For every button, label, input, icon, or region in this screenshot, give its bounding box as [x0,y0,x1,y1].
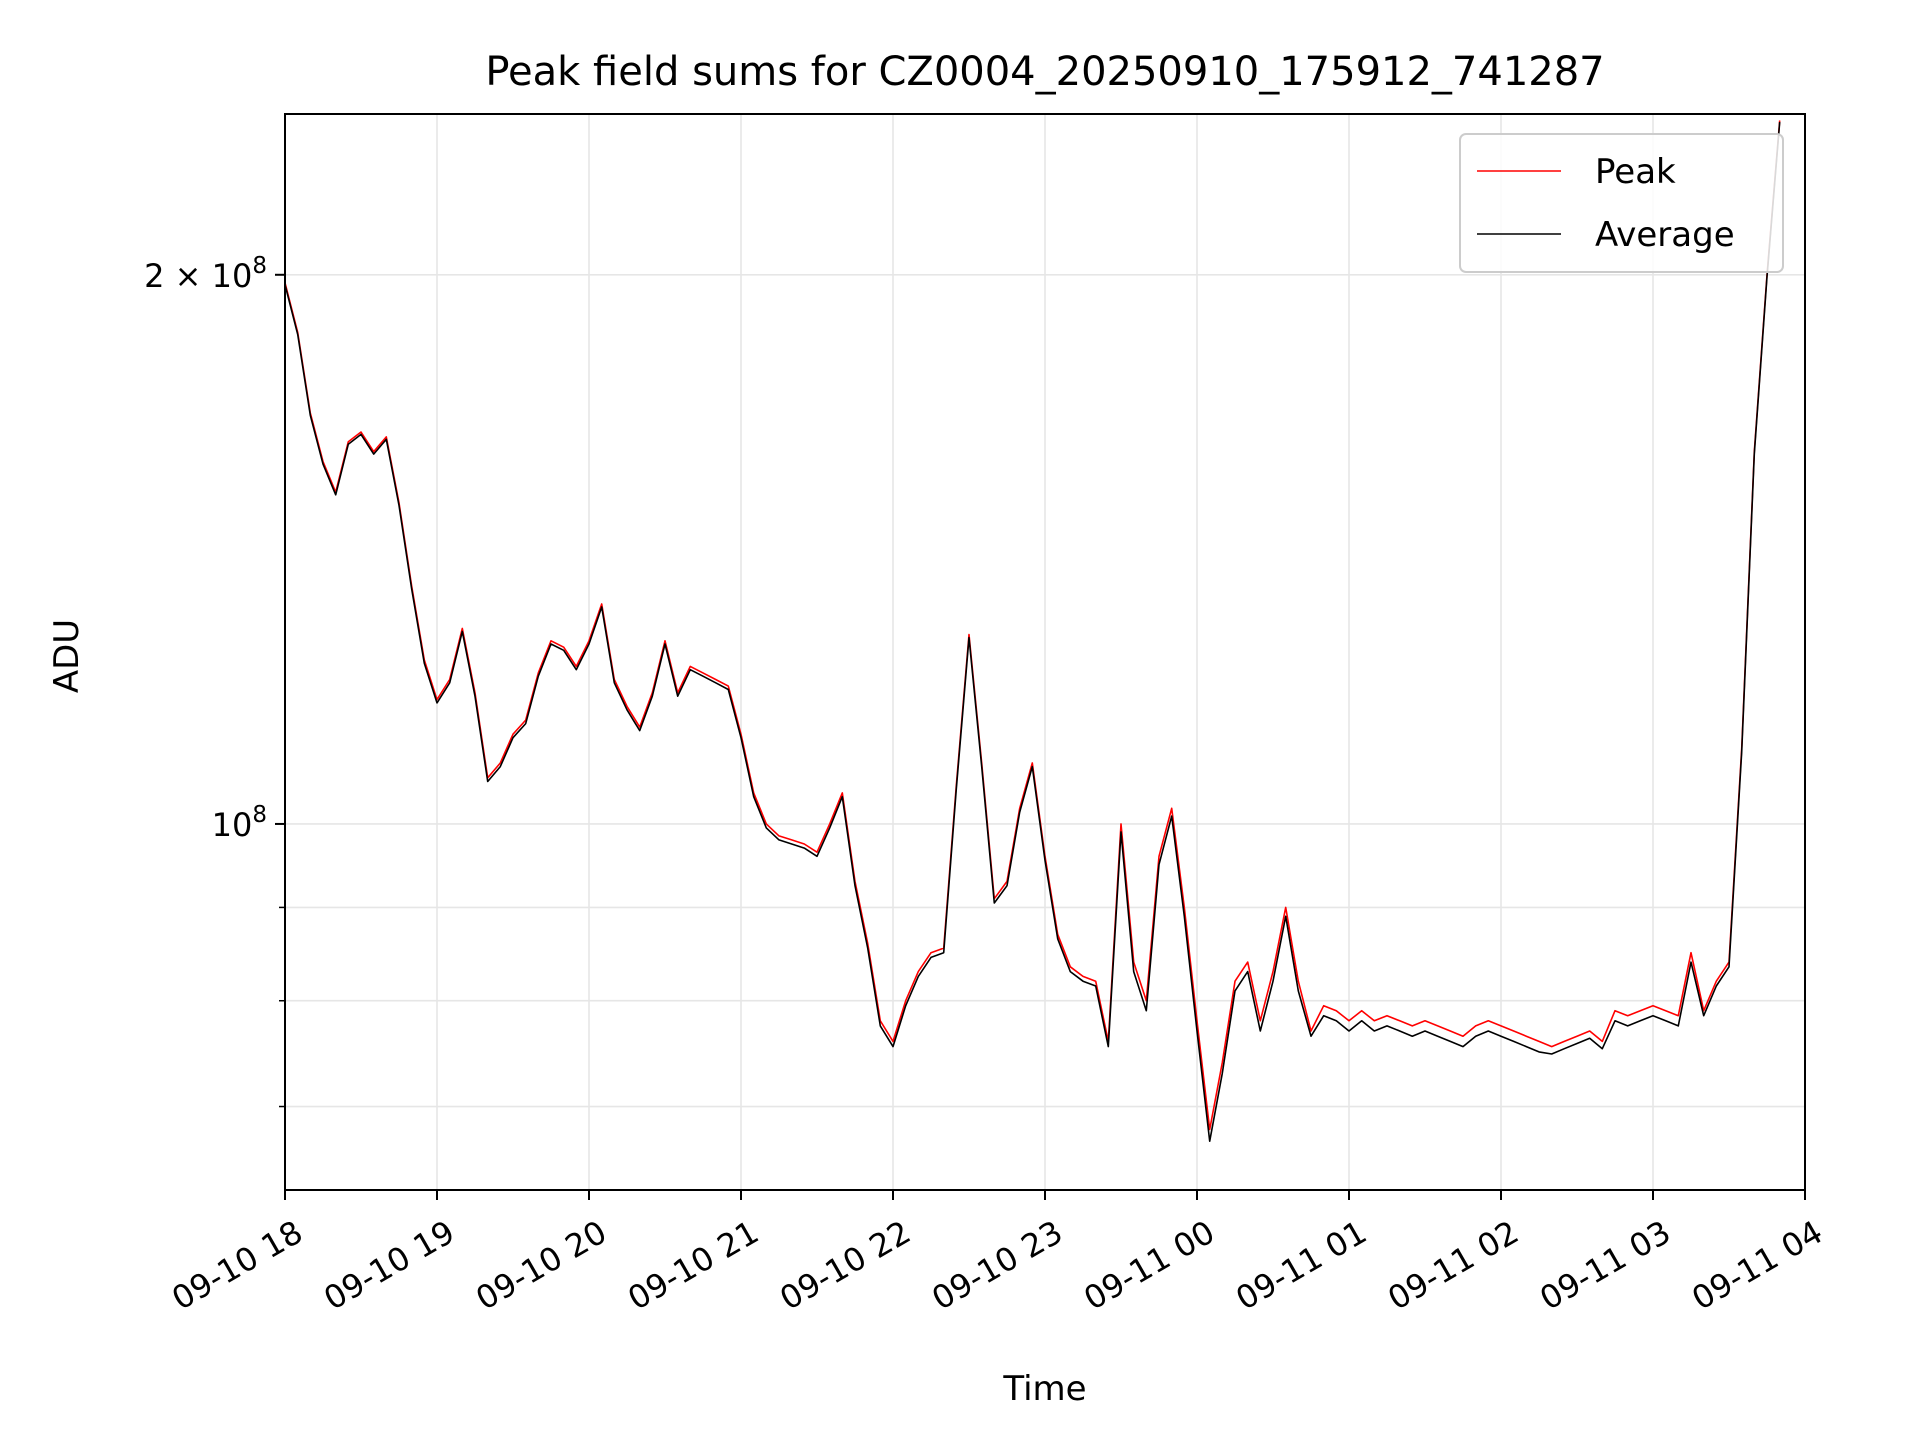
legend-label-peak: Peak [1595,152,1676,192]
x-tick-label: 09-11 00 [1077,1213,1221,1318]
x-tick-label: 09-10 22 [773,1213,917,1318]
x-tick-label: 09-11 03 [1533,1213,1677,1318]
x-tick-label: 09-11 04 [1685,1213,1829,1318]
x-tick-label: 09-10 20 [469,1213,613,1318]
y-axis-ticks: 108 2 × 108 [144,253,285,1108]
chart-title: Peak field sums for CZ0004_20250910_1759… [485,49,1604,95]
x-tick-label: 09-10 18 [165,1213,309,1318]
legend: Peak Average [1459,133,1784,273]
x-tick-label: 09-11 01 [1229,1213,1373,1318]
y-axis-label: ADU [47,619,87,693]
y-tick-label: 108 [212,802,267,844]
x-tick-label: 09-10 21 [621,1213,765,1318]
y-tick-label: 2 × 108 [144,253,267,295]
x-axis-label: Time [1002,1369,1086,1409]
legend-label-average: Average [1595,215,1735,255]
grid-lines [284,114,1806,1190]
series-line-peak [284,120,1781,1131]
x-tick-label: 09-10 23 [925,1213,1069,1318]
series-line-average [284,122,1781,1142]
x-tick-label: 09-10 19 [317,1213,461,1318]
series-layer [284,120,1781,1142]
legend-box [1459,133,1784,273]
x-tick-label: 09-11 02 [1381,1213,1525,1318]
x-axis-ticks: 09-10 18 09-10 19 09-10 20 09-10 21 09-10 22… [165,1190,1829,1318]
